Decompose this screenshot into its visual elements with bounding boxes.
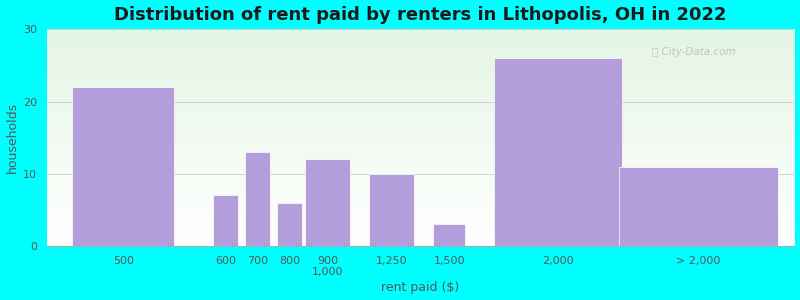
X-axis label: rent paid ($): rent paid ($) [382,281,460,294]
Bar [306,159,350,246]
Bar [370,174,414,246]
Bar [494,58,622,246]
Bar [618,167,778,246]
Bar [277,202,302,246]
Title: Distribution of rent paid by renters in Lithopolis, OH in 2022: Distribution of rent paid by renters in … [114,6,726,24]
Text: ⓘ City-Data.com: ⓘ City-Data.com [652,46,736,57]
Bar [434,224,466,246]
Bar [213,195,238,246]
Bar [72,87,174,246]
Bar [245,152,270,246]
Y-axis label: households: households [6,102,18,173]
